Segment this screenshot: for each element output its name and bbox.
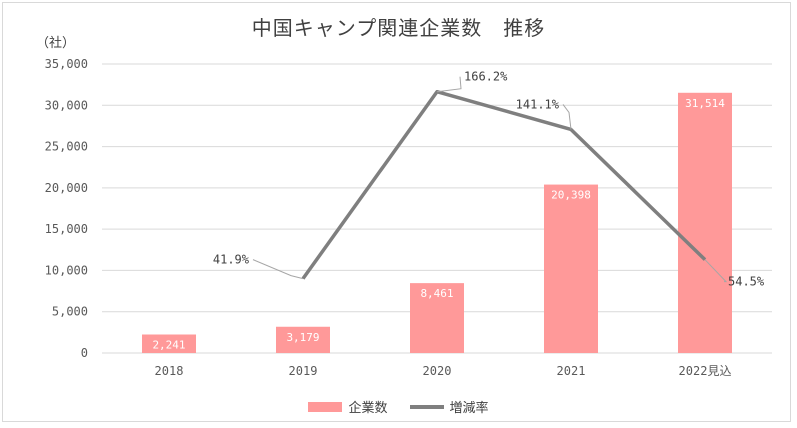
x-tick-label: 2020 <box>423 364 452 378</box>
x-tick-label: 2019 <box>289 364 318 378</box>
line-data-label: 141.1% <box>516 97 560 111</box>
line-series-path <box>301 89 707 280</box>
y-tick-label: 20,000 <box>45 181 88 195</box>
legend-label-bar: 企業数 <box>348 401 388 416</box>
bar <box>410 283 464 353</box>
y-tick-label: 25,000 <box>45 140 88 154</box>
x-tick-label: 2021 <box>557 364 586 378</box>
bar-data-label: 3,179 <box>286 331 319 344</box>
chart-frame <box>2 2 791 422</box>
y-tick-label: 0 <box>81 346 88 360</box>
legend-item-bar: 企業数 <box>308 397 388 416</box>
line-data-label: 54.5% <box>728 275 765 289</box>
bar <box>276 326 330 353</box>
line-data-label: 166.2% <box>464 70 508 84</box>
bar <box>142 334 196 353</box>
y-tick-label: 30,000 <box>45 98 88 112</box>
legend-swatch-line <box>409 404 444 409</box>
leader-line <box>252 259 304 280</box>
bar-data-label: 20,398 <box>551 189 591 202</box>
y-tick-label: 10,000 <box>45 263 88 277</box>
bar-data-label: 31,514 <box>685 97 725 110</box>
leader-line <box>562 104 572 130</box>
bar <box>544 184 598 353</box>
chart-title: 中国キャンプ関連企業数 推移 <box>251 16 546 40</box>
y-tick-label: 15,000 <box>45 222 88 236</box>
legend-label-line: 増減率 <box>449 401 489 416</box>
line-data-label: 41.9% <box>213 253 250 267</box>
x-tick-label: 2018 <box>155 364 184 378</box>
y-axis-unit: （社） <box>36 36 76 51</box>
y-tick-label: 35,000 <box>45 57 88 71</box>
x-tick-label: 2022見込 <box>679 364 732 378</box>
legend: 企業数 増減率 <box>0 397 797 416</box>
leader-line <box>436 76 462 93</box>
legend-swatch-bar <box>308 401 343 412</box>
bar <box>678 92 732 354</box>
bar-data-label: 2,241 <box>152 338 185 351</box>
legend-item-line: 増減率 <box>409 397 489 416</box>
bar-data-label: 8,461 <box>420 287 453 300</box>
y-tick-label: 5,000 <box>52 305 88 319</box>
leader-line <box>704 259 728 283</box>
